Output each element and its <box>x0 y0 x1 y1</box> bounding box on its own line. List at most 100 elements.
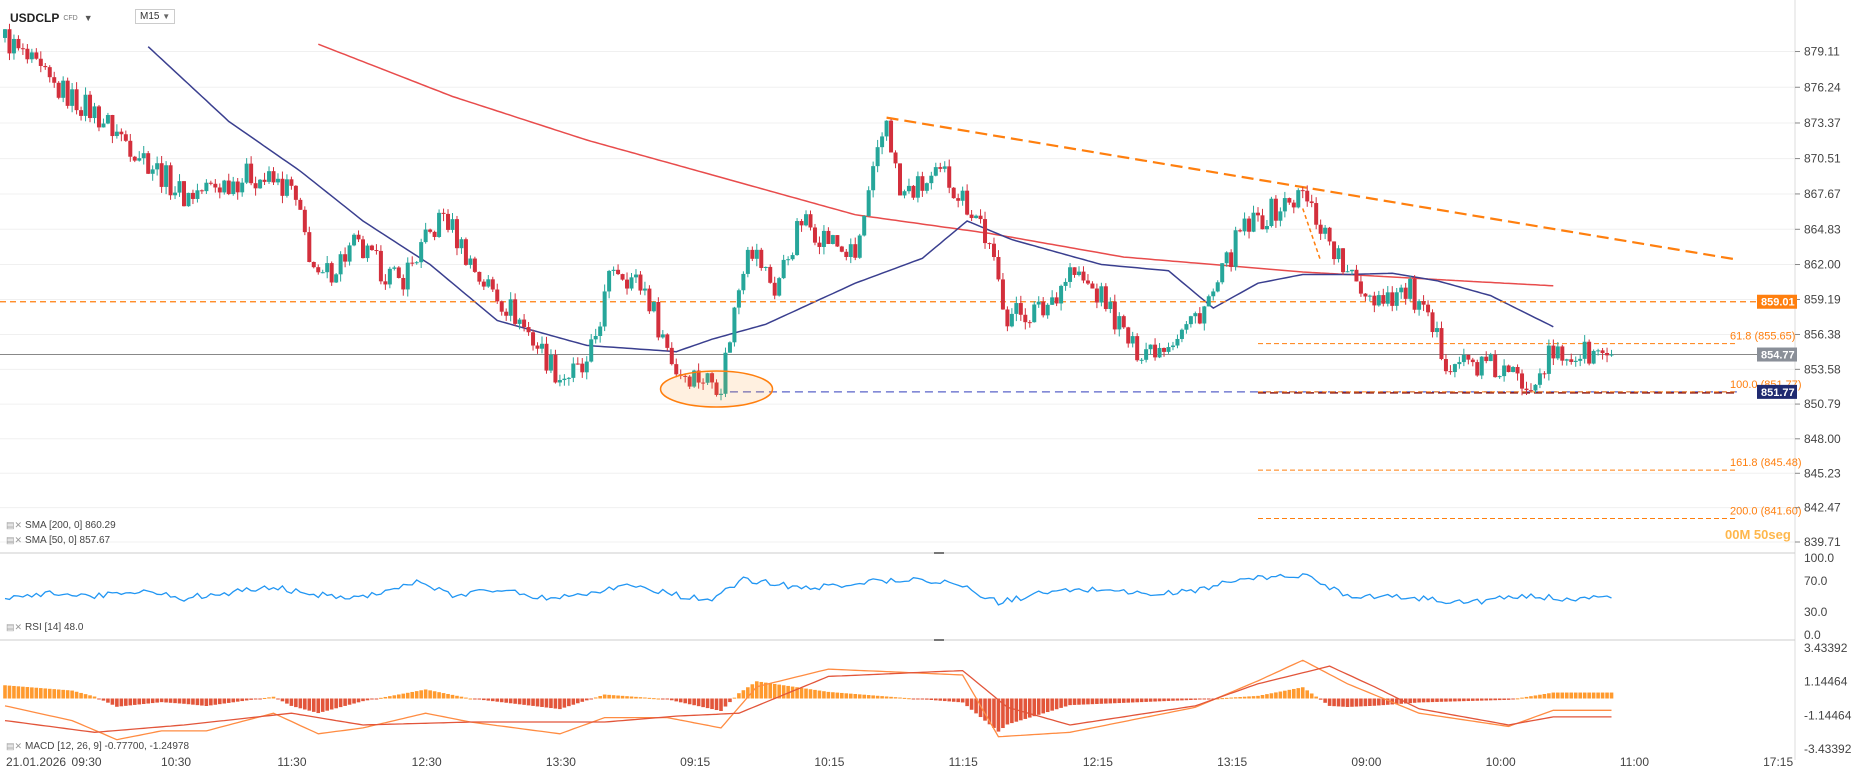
macd-histogram-bar <box>365 698 370 701</box>
macd-histogram-bar <box>1341 698 1345 707</box>
candle-body <box>566 377 571 379</box>
macd-histogram-bar <box>1171 698 1175 701</box>
candle-body <box>155 163 160 170</box>
candle-body <box>1139 359 1144 361</box>
macd-histogram-bar <box>352 698 356 704</box>
candle-body <box>235 181 240 193</box>
macd-histogram-bar <box>3 685 7 699</box>
x-tick-label: 11:00 <box>1620 755 1649 769</box>
candle-body <box>633 274 638 278</box>
candle-body <box>132 156 137 161</box>
macd-histogram-bar <box>965 698 969 707</box>
trendline[interactable] <box>886 116 1738 262</box>
macd-histogram-bar <box>1251 696 1256 699</box>
candle-body <box>584 361 589 373</box>
candle-body <box>441 212 446 214</box>
macd-histogram-bar <box>1032 698 1037 717</box>
macd-histogram-bar <box>459 696 464 699</box>
macd-histogram-bar <box>1180 698 1184 701</box>
macd-histogram-bar <box>1542 693 1547 699</box>
macd-histogram-bar <box>665 698 670 700</box>
candle-body <box>1345 271 1350 273</box>
candle-body <box>383 281 388 285</box>
macd-histogram-bar <box>1314 696 1318 699</box>
legend-sma200[interactable]: ▤✕ SMA [200, 0] 860.29 <box>6 520 116 531</box>
candle-body <box>311 261 316 268</box>
fibonacci-levels[interactable]: 61.8 (855.65)100.0 (851.77)161.8 (845.48… <box>1258 331 1802 519</box>
highlight-ellipse[interactable] <box>659 370 774 408</box>
sma50-text: SMA [50, 0] 857.67 <box>25 535 111 546</box>
macd-histogram-bar <box>777 684 781 699</box>
candle-body <box>607 270 612 292</box>
candle-body <box>535 345 540 349</box>
candle-body <box>951 187 956 199</box>
candle-body <box>1220 263 1225 283</box>
macd-histogram-bar <box>714 698 719 711</box>
macd-histogram-bar <box>1153 698 1157 702</box>
candle-body <box>325 263 330 273</box>
symbol-selector[interactable]: USDCLP CFD ▼ <box>0 8 93 28</box>
candle-body <box>437 212 442 237</box>
legend-rsi[interactable]: ▤✕ RSI [14] 48.0 <box>6 622 83 633</box>
candle-body <box>933 167 938 176</box>
candle-body <box>1528 390 1533 392</box>
candle-body <box>361 239 365 259</box>
macd-histogram-bar <box>1059 698 1063 708</box>
symbol-label[interactable]: USDCLP <box>10 11 60 25</box>
candle-body <box>1117 316 1122 330</box>
macd-histogram-bar <box>1126 698 1131 703</box>
macd-histogram-bar <box>880 696 884 699</box>
candle-body <box>343 254 348 262</box>
settings-icon[interactable]: ▤✕ <box>6 622 23 632</box>
candle-body <box>329 263 334 283</box>
macd-histogram-bar <box>835 692 840 699</box>
candle-body <box>1153 344 1158 358</box>
candle-body <box>1211 291 1216 297</box>
candle-body <box>1520 373 1525 389</box>
settings-icon[interactable]: ▤✕ <box>6 535 23 545</box>
macd-histogram-bar <box>432 691 437 699</box>
candle-body <box>414 262 419 264</box>
macd-histogram-bar <box>1215 698 1220 700</box>
macd-histogram-bar <box>1010 698 1014 724</box>
macd-histogram-bar <box>580 698 585 702</box>
candle-body <box>244 163 249 183</box>
candle-body <box>763 266 768 268</box>
chevron-down-icon[interactable]: ▼ <box>83 13 93 23</box>
macd-histogram-bar <box>258 698 262 700</box>
settings-icon[interactable]: ▤✕ <box>6 741 23 751</box>
candle-body <box>1560 346 1565 361</box>
low-highlight[interactable] <box>659 370 774 408</box>
y-tick-label: 848.00 <box>1804 432 1841 446</box>
macd-histogram-bar <box>92 696 97 699</box>
legend-sma50[interactable]: ▤✕ SMA [50, 0] 857.67 <box>6 535 110 546</box>
timeframe-select[interactable]: M15 ▼ <box>135 9 176 24</box>
horizontal-levels[interactable] <box>0 301 1795 394</box>
candle-body <box>544 343 549 371</box>
macd-histogram-bar <box>253 698 258 700</box>
candle-body <box>1600 350 1605 354</box>
macd-histogram-bar <box>240 698 244 702</box>
candle-body <box>1188 316 1193 325</box>
candle-body <box>307 232 312 262</box>
settings-icon[interactable]: ▤✕ <box>6 520 23 530</box>
macd-histogram-bar <box>808 689 813 699</box>
candle-body <box>432 231 437 237</box>
candle-body <box>1587 341 1592 364</box>
arrow-line[interactable] <box>1302 208 1322 262</box>
candle-body <box>1269 198 1274 227</box>
candle-body <box>1175 338 1180 346</box>
candle-body <box>463 239 468 265</box>
candle-body <box>1363 293 1368 297</box>
legend-macd[interactable]: ▤✕ MACD [12, 26, 9] -0.77700, -1.24978 <box>6 741 189 752</box>
macd-histogram-bar <box>83 694 88 699</box>
candle-body <box>1202 306 1207 324</box>
macd-histogram-bar <box>1394 698 1399 705</box>
macd-histogram-bar <box>39 688 43 699</box>
macd-histogram-bar <box>898 697 902 699</box>
candle-body <box>1148 344 1153 350</box>
candle-body <box>1256 212 1260 216</box>
candle-body <box>1242 218 1247 232</box>
macd-histogram-bar <box>7 685 12 699</box>
